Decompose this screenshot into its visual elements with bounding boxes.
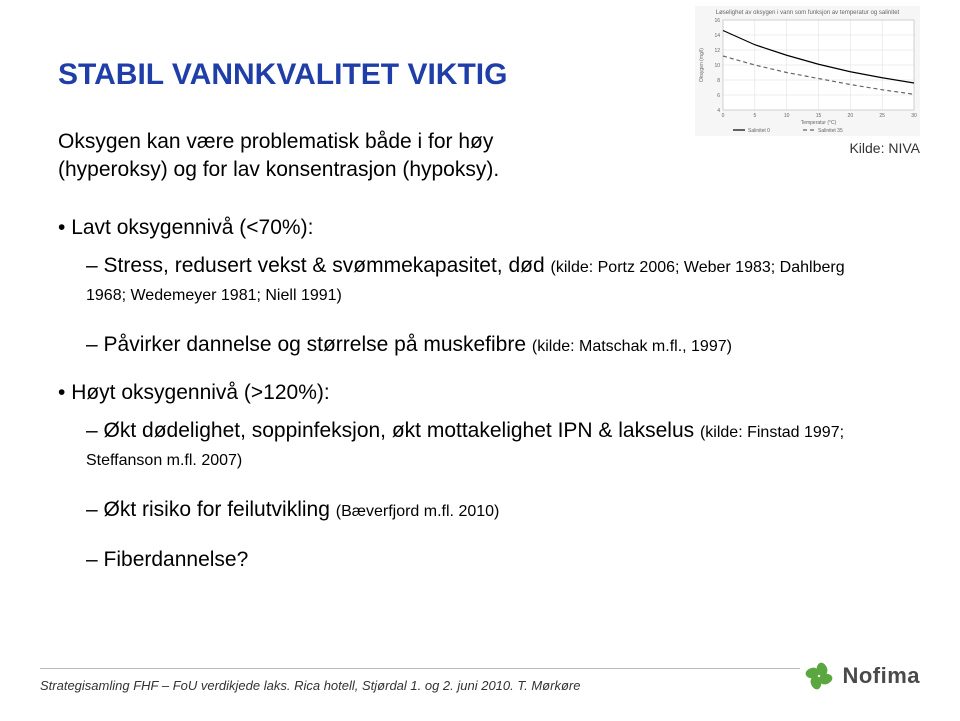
svg-text:0: 0 bbox=[722, 113, 725, 119]
svg-text:30: 30 bbox=[911, 113, 917, 119]
citation: (kilde: Matschak m.fl., 1997) bbox=[532, 338, 732, 355]
bullet-l2: Økt dødelighet, soppinfeksjon, økt motta… bbox=[86, 417, 888, 474]
citation: (Bæverfjord m.fl. 2010) bbox=[336, 503, 500, 520]
bullet-l1-text: Lavt oksygennivå (<70%): bbox=[71, 216, 313, 239]
bullet-l2-text: Påvirker dannelse og størrelse på muskef… bbox=[104, 333, 532, 356]
svg-text:5: 5 bbox=[753, 113, 756, 119]
leaf-icon bbox=[802, 659, 836, 693]
intro-text: Oksygen kan være problematisk både i for… bbox=[58, 128, 558, 185]
bullet-l1-text: Høyt oksygennivå (>120%): bbox=[71, 381, 330, 404]
bullet-l2-text: Fiberdannelse? bbox=[104, 548, 249, 571]
bullet-list: Lavt oksygennivå (<70%): Stress, redusert… bbox=[58, 216, 888, 596]
svg-text:4: 4 bbox=[717, 108, 720, 114]
source-label: Kilde: NIVA bbox=[849, 140, 920, 156]
bullet-l1: Høyt oksygennivå (>120%): Økt dødelighet,… bbox=[58, 381, 888, 574]
bullet-l2-text: Økt dødelighet, soppinfeksjon, økt motta… bbox=[104, 419, 700, 442]
nofima-logo: Nofima bbox=[802, 659, 920, 693]
bullet-l1: Lavt oksygennivå (<70%): Stress, redusert… bbox=[58, 216, 888, 359]
bullet-l2: Stress, redusert vekst & svømmekapasitet… bbox=[86, 252, 888, 309]
logo-text: Nofima bbox=[842, 663, 920, 689]
svg-text:Oksygen (mg/l): Oksygen (mg/l) bbox=[699, 48, 705, 82]
oxygen-solubility-chart: Løselighet av oksygen i vann som funksjo… bbox=[695, 6, 920, 136]
bullet-l2: Påvirker dannelse og størrelse på muskef… bbox=[86, 331, 888, 359]
page-title: STABIL VANNKVALITET VIKTIG bbox=[58, 58, 507, 92]
bullet-l2-text: Økt risiko for feilutvikling bbox=[104, 498, 336, 521]
svg-text:16: 16 bbox=[714, 18, 720, 24]
svg-text:10: 10 bbox=[714, 63, 720, 69]
svg-text:Salinitet 35: Salinitet 35 bbox=[818, 128, 843, 134]
footer-text: Strategisamling FHF – FoU verdikjede lak… bbox=[40, 678, 580, 693]
svg-text:8: 8 bbox=[717, 78, 720, 84]
svg-text:10: 10 bbox=[784, 113, 790, 119]
svg-text:Salinitet 0: Salinitet 0 bbox=[748, 128, 770, 134]
svg-text:15: 15 bbox=[816, 113, 822, 119]
svg-text:25: 25 bbox=[879, 113, 885, 119]
bullet-l2: Økt risiko for feilutvikling (Bæverfjord… bbox=[86, 496, 888, 524]
svg-text:12: 12 bbox=[714, 48, 720, 54]
svg-text:20: 20 bbox=[848, 113, 854, 119]
bullet-l2-text: Stress, redusert vekst & svømmekapasitet… bbox=[104, 254, 551, 277]
svg-text:Løselighet av oksygen i vann s: Løselighet av oksygen i vann som funksjo… bbox=[716, 10, 900, 16]
svg-text:14: 14 bbox=[714, 33, 720, 39]
svg-text:6: 6 bbox=[717, 93, 720, 99]
svg-text:Temperatur (°C): Temperatur (°C) bbox=[801, 120, 837, 126]
bullet-l2: Fiberdannelse? bbox=[86, 546, 888, 574]
